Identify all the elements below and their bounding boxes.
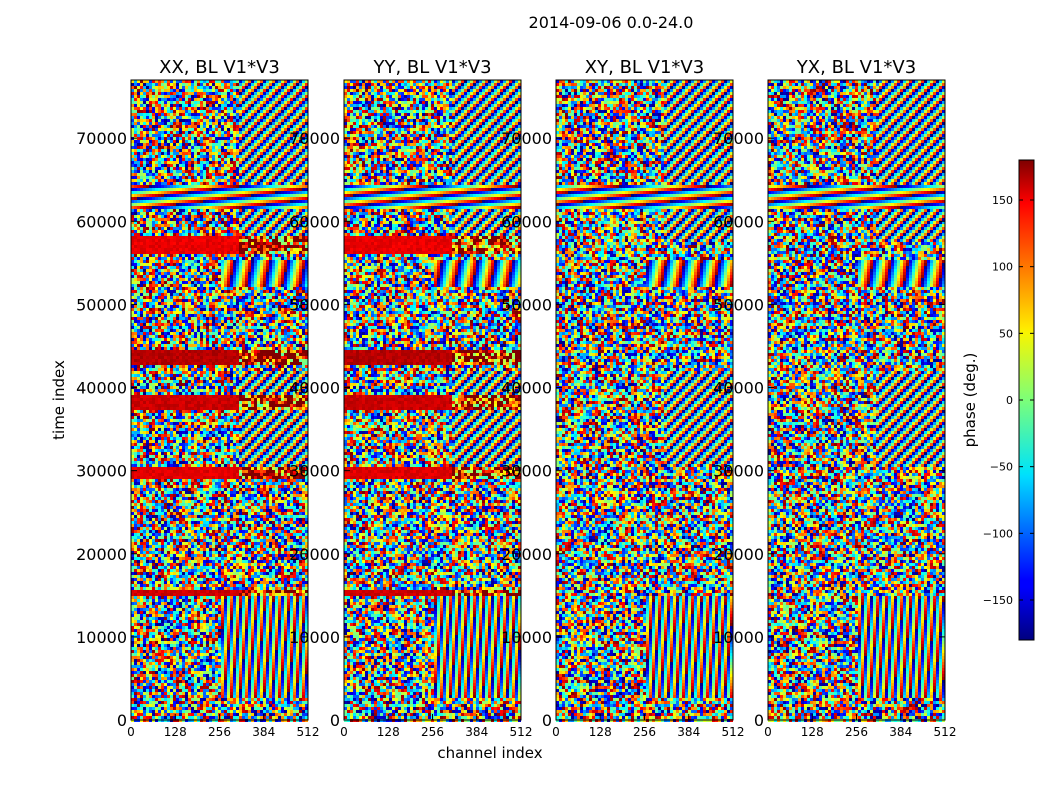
y-tick-label: 70000 [76, 129, 127, 148]
x-tick-label: 256 [633, 725, 656, 739]
y-tick-label: 40000 [713, 379, 764, 398]
y-tick-label: 0 [754, 711, 764, 730]
panel-xy: XY, BL V1*V3 0 10000 20000 30000 40000 50000 60… [501, 57, 744, 739]
y-tick-label: 30000 [76, 462, 127, 481]
x-tick-label: 384 [677, 725, 700, 739]
panel-xx: XX, BL V1*V3 0 10000 20000 30000 40000 50000 60… [76, 57, 319, 739]
y-tick-label: 30000 [713, 462, 764, 481]
y-tick-label: 50000 [713, 295, 764, 314]
x-tick-label: 0 [340, 725, 348, 739]
y-tick-label: 40000 [501, 379, 552, 398]
figure: 2014-09-06 0.0-24.0 channel index time i… [0, 0, 1050, 800]
y-tick-label: 0 [542, 711, 552, 730]
colorbar-tick-label: 150 [992, 194, 1013, 207]
x-tick-label: 0 [552, 725, 560, 739]
heatmap-xy [556, 80, 733, 722]
y-tick-label: 50000 [76, 295, 127, 314]
x-tick-label: 128 [589, 725, 612, 739]
y-tick-label: 70000 [501, 129, 552, 148]
x-tick-label: 512 [722, 725, 745, 739]
y-tick-label: 20000 [289, 545, 340, 564]
colorbar-tick-label: 0 [1006, 394, 1013, 407]
colorbar-label: phase (deg.) [961, 353, 979, 448]
panel-title: XX, BL V1*V3 [159, 57, 280, 78]
y-tick-label: 40000 [289, 379, 340, 398]
y-tick-label: 60000 [713, 212, 764, 231]
x-tick-label: 512 [297, 725, 320, 739]
colorbar-tick-label: 50 [999, 327, 1013, 340]
y-tick-label: 50000 [501, 295, 552, 314]
y-tick-label: 20000 [501, 545, 552, 564]
x-tick-label: 128 [164, 725, 187, 739]
y-axis-label: time index [50, 360, 68, 440]
x-tick-label: 0 [127, 725, 135, 739]
y-tick-label: 0 [117, 711, 127, 730]
y-tick-label: 20000 [713, 545, 764, 564]
y-tick-label: 70000 [713, 129, 764, 148]
panel-title: YX, BL V1*V3 [796, 57, 916, 78]
y-tick-label: 50000 [289, 295, 340, 314]
panel-yy: YY, BL V1*V3 0 10000 20000 30000 40000 50000 60… [289, 57, 532, 739]
y-tick-label: 10000 [76, 628, 127, 647]
panel-title: XY, BL V1*V3 [585, 57, 704, 78]
x-tick-label: 128 [801, 725, 824, 739]
heatmap-xx [131, 80, 308, 722]
heatmap-yx [768, 80, 945, 722]
y-tick-label: 60000 [501, 212, 552, 231]
colorbar-tick-label: −50 [990, 461, 1013, 474]
x-tick-label: 384 [889, 725, 912, 739]
x-tick-label: 512 [934, 725, 957, 739]
y-tick-label: 30000 [289, 462, 340, 481]
x-tick-label: 384 [252, 725, 275, 739]
colorbar-tick-label: 100 [992, 261, 1013, 274]
y-tick-label: 70000 [289, 129, 340, 148]
figure-title: 2014-09-06 0.0-24.0 [529, 13, 694, 32]
y-tick-label: 10000 [501, 628, 552, 647]
x-axis-label: channel index [437, 744, 542, 762]
panel-yx: YX, BL V1*V3 0 10000 20000 30000 40000 50000 60… [713, 57, 956, 739]
x-tick-label: 0 [764, 725, 772, 739]
x-tick-label: 384 [465, 725, 488, 739]
colorbar-tick-label: −100 [983, 527, 1013, 540]
colorbar-tick-label: −150 [983, 594, 1013, 607]
x-tick-label: 128 [377, 725, 400, 739]
y-tick-label: 10000 [289, 628, 340, 647]
heatmap-yy [344, 80, 521, 722]
y-tick-label: 30000 [501, 462, 552, 481]
colorbar: −150 −100 −50 0 50 100 150 phase (deg.) [961, 160, 1034, 640]
x-tick-label: 512 [510, 725, 533, 739]
y-tick-label: 60000 [76, 212, 127, 231]
x-tick-label: 256 [421, 725, 444, 739]
y-tick-label: 40000 [76, 379, 127, 398]
y-tick-label: 10000 [713, 628, 764, 647]
panel-title: YY, BL V1*V3 [372, 57, 491, 78]
y-tick-label: 0 [330, 711, 340, 730]
y-tick-label: 60000 [289, 212, 340, 231]
panels: XX, BL V1*V3 0 10000 20000 30000 40000 50000 60… [76, 57, 956, 739]
y-tick-label: 20000 [76, 545, 127, 564]
x-tick-label: 256 [845, 725, 868, 739]
x-tick-label: 256 [208, 725, 231, 739]
